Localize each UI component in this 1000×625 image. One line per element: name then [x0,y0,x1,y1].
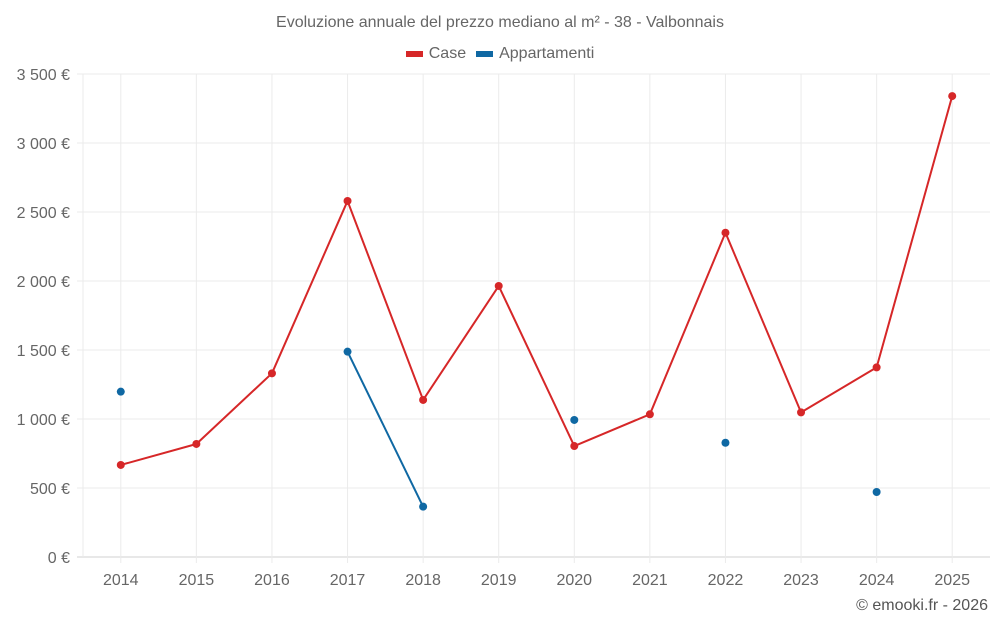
x-tick-label: 2025 [934,572,970,589]
y-tick-label: 2 000 € [17,274,70,291]
series-appartamenti [116,347,881,511]
legend: Case Appartamenti [0,45,1000,63]
series-case [116,92,957,469]
y-tick-label: 1 500 € [17,343,70,360]
x-tick-label: 2020 [556,572,592,589]
data-point[interactable] [721,228,730,237]
y-tick-label: 1 000 € [17,412,70,429]
data-point[interactable] [192,439,201,448]
legend-item-case[interactable]: Case [405,45,467,63]
data-point[interactable] [645,410,654,419]
x-tick-label: 2014 [103,572,139,589]
y-tick-label: 3 500 € [17,67,70,84]
data-point[interactable] [267,369,276,378]
legend-item-appartamenti[interactable]: Appartamenti [476,45,594,63]
x-axis: 2014 2015 2016 2017 2018 2019 2020 2021 2022 2023… [103,572,970,589]
y-tick-label: 0 € [48,550,70,567]
data-point[interactable] [343,196,352,205]
x-tick-label: 2018 [405,572,441,589]
data-point[interactable] [343,347,352,356]
x-tick-label: 2019 [481,572,517,589]
y-axis: 0 € 500 € 1 000 € 1 500 € 2 000 € 2 500 € 3 00… [17,67,70,567]
series-layer [116,92,957,511]
data-point[interactable] [872,488,881,497]
chart-title: Evoluzione annuale del prezzo mediano al… [276,14,724,31]
legend-label-appartamenti: Appartamenti [499,45,595,62]
legend-label-case: Case [428,45,467,62]
x-tick-label: 2015 [179,572,215,589]
legend-swatch-case [405,51,423,57]
x-tick-label: 2021 [632,572,668,589]
x-tick-label: 2022 [708,572,744,589]
y-tick-label: 500 € [30,481,70,498]
data-point[interactable] [116,387,125,396]
x-tick-label: 2023 [783,572,819,589]
data-point[interactable] [494,281,503,290]
y-tick-label: 3 000 € [17,136,70,153]
series-line [120,95,954,466]
series-line [346,351,425,508]
data-point[interactable] [948,92,957,101]
data-point[interactable] [721,438,730,447]
x-tick-label: 2016 [254,572,290,589]
x-tick-label: 2024 [859,572,895,589]
copyright: © emooki.fr - 2026 [856,597,988,614]
x-tick-label: 2017 [330,572,366,589]
data-point[interactable] [419,502,428,511]
data-point[interactable] [797,408,806,417]
data-point[interactable] [570,442,579,451]
y-tick-label: 2 500 € [17,205,70,222]
data-point[interactable] [116,460,125,469]
data-point[interactable] [419,395,428,404]
data-point[interactable] [570,415,579,424]
data-point[interactable] [872,363,881,372]
legend-swatch-appartamenti [476,51,494,57]
grid [77,73,990,563]
